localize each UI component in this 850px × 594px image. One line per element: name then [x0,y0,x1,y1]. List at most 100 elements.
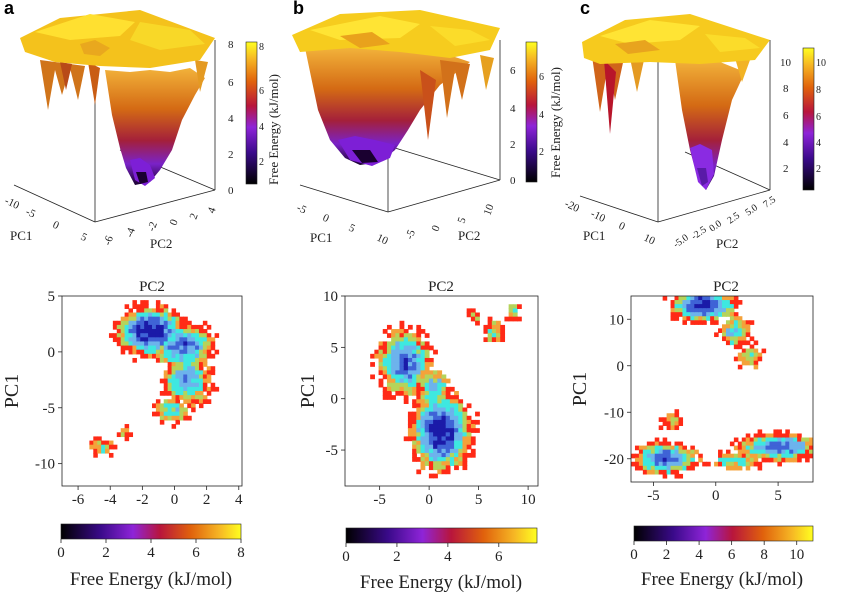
contour-cell [167,357,173,363]
contour-cell [97,444,102,450]
contour-cell [462,419,468,425]
contour-cell [420,399,426,404]
contour-cell [386,349,392,355]
contour-cell [183,316,188,322]
contour-cell [769,441,775,447]
contour-cell [678,300,684,305]
contour-cell [424,391,430,396]
y-tick-label: -10 [604,405,624,421]
contour-cell [674,296,680,301]
contour-cell [148,312,153,318]
contour-cell [159,357,165,363]
contour-cell [690,461,695,467]
contour-cell [171,333,177,338]
contour-cell [159,419,165,425]
contour-cell [198,345,204,351]
contour-cell [214,333,220,338]
contour-cell [391,345,396,351]
contour-cell [378,378,384,384]
contour-cell [466,428,472,433]
contour-cell [386,391,392,396]
contour-cell [741,445,747,451]
contour-cell [458,440,464,446]
contour-cell [428,395,434,400]
contour-cell [132,316,137,322]
y-tick: 5.0 [743,202,760,218]
contour-cell [124,329,130,334]
contour-cell [718,461,723,467]
contour-cell [449,386,455,392]
contour-cell [517,304,522,309]
contour-cell [399,357,405,363]
contour-cell [745,348,751,354]
contour-cell [749,461,755,467]
contour-cell [470,448,476,454]
contour-cell [412,448,417,454]
contour-cell [187,391,192,396]
contour-cell [395,329,401,334]
contour-cell [725,328,731,333]
contour-cell [175,362,180,367]
contour-cell [391,341,396,347]
contour-cell [136,312,141,318]
contour-cell [152,341,157,347]
contour-cell [741,340,747,346]
contour-cell [407,436,413,442]
contour-cell [777,445,782,451]
contour-cell [737,465,743,471]
contour-cell [206,378,212,384]
contour-cell [167,324,173,330]
contour-cell [171,374,177,380]
contour-cell [737,336,743,342]
contour-cell [733,340,739,346]
y-tick: 0 [168,217,181,227]
x-tick-label: 0 [171,492,179,508]
contour-cell [179,357,184,363]
contour-cell [202,345,208,351]
contour-cell [454,452,459,458]
plot-frame [344,295,539,487]
contour-cell [395,353,401,359]
contour-cell [449,399,455,404]
contour-cell [722,328,727,333]
z-tick: 6 [510,65,516,77]
contour-cell [159,333,165,338]
contour-cell [769,449,775,455]
contour-cell [797,453,802,459]
contour-cell [416,407,422,413]
contour-cell [437,432,443,438]
contour-cell [152,411,157,417]
contour-cell [179,378,184,384]
contour-cell [809,453,813,459]
contour-cell [658,453,664,459]
x-tick: -10 [589,208,608,225]
contour-cell [737,449,743,455]
contour-cell [462,428,468,433]
contour-cell [167,320,173,326]
contour-cell [179,395,184,400]
contour-cell [797,457,802,463]
contour-cell [441,448,447,454]
contour-cell [412,341,417,347]
contour-cell [483,329,489,334]
contour-cell [391,378,396,384]
z-tick: 0 [228,185,234,197]
contour-cell [737,453,743,459]
contour-cell [120,329,126,334]
contour-cell [745,437,751,443]
contour-cell [206,353,212,359]
contour-cell [765,445,771,451]
contour-cell [187,329,192,334]
contour-cell [108,444,114,450]
contour-cell [136,337,141,343]
z-tick: 2 [783,163,789,175]
contour-cell [416,374,422,380]
contour-cell [698,308,703,313]
contour-cell [132,337,137,343]
contour-cell [809,445,813,451]
contour-cell [163,333,169,338]
contour-cell [198,333,204,338]
contour-cell [441,374,447,380]
contour-cell [202,386,208,392]
contour-cell [424,452,430,458]
